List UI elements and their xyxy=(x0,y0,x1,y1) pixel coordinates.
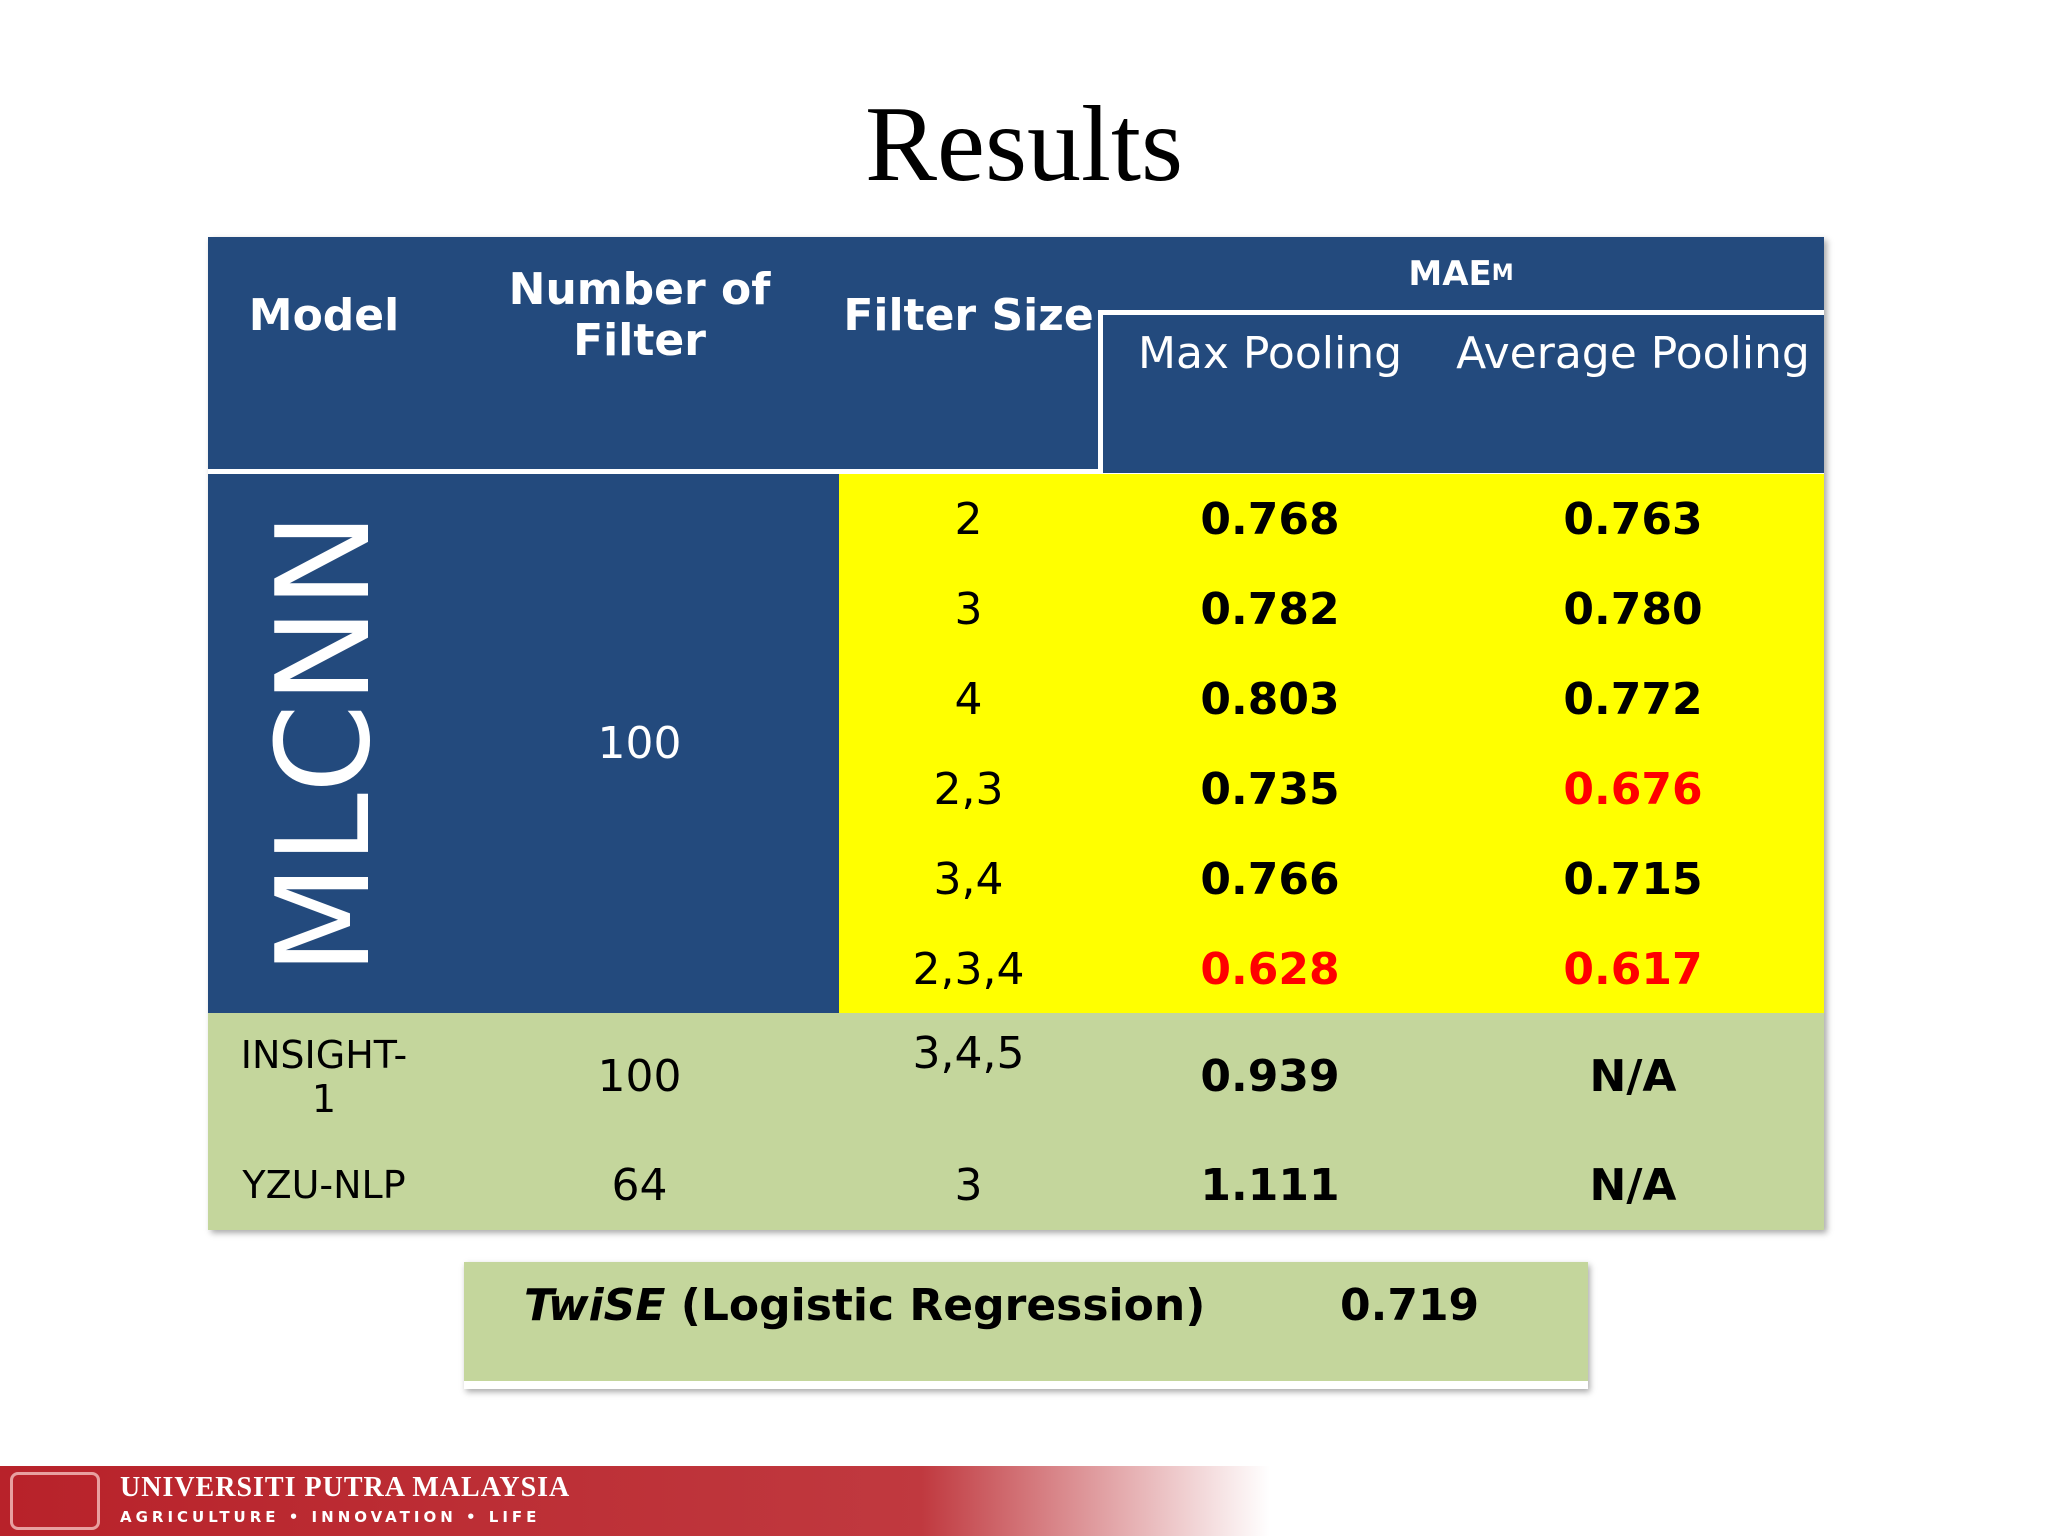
header-cell: Number of Filter xyxy=(508,264,771,366)
filter-size: 3 xyxy=(954,1159,983,1211)
filter-size: 4 xyxy=(954,673,983,725)
mae: MAE xyxy=(1408,253,1492,294)
filter-size: 2 xyxy=(954,493,983,545)
header-cell: Model xyxy=(248,289,400,341)
filter-size: 2,3,4 xyxy=(912,943,1025,995)
model: YZU-NLP xyxy=(242,1163,406,1207)
header-cell: Average Pooling xyxy=(1456,327,1810,379)
twise-label: TwiSE (Logistic Regression) xyxy=(524,1280,1205,1331)
header-cell: Max Pooling xyxy=(1137,327,1403,379)
header-cell: Filter Size xyxy=(843,289,1094,341)
max-pooling: 0.782 xyxy=(1200,583,1340,635)
avg-pooling: 0.715 xyxy=(1563,853,1703,905)
max-pooling: 0.768 xyxy=(1200,493,1340,545)
filter-size: 3,4,5 xyxy=(912,1027,1025,1079)
divider xyxy=(1098,310,1824,315)
mae-sup: M xyxy=(1491,261,1514,286)
avg-pooling: 0.617 xyxy=(1563,943,1703,995)
mlcnn-label: MLCNN xyxy=(249,512,399,975)
filter-size: 2,3 xyxy=(933,763,1004,815)
title: Results xyxy=(864,85,1184,204)
max-pooling: 0.939 xyxy=(1200,1051,1340,1102)
mlcnn-values-bg xyxy=(839,474,1824,1013)
table: Model Number of Filter Filter Size MAE M … xyxy=(208,237,1824,1230)
max-pooling: 0.735 xyxy=(1200,763,1340,815)
university: UNIVERSITI PUTRA MALAYSIA xyxy=(120,1472,571,1503)
filters: 64 xyxy=(611,1159,668,1211)
others-bg xyxy=(208,1013,1824,1230)
model: INSIGHT-1 xyxy=(240,1032,408,1121)
divider xyxy=(208,469,1099,474)
filter-size: 3 xyxy=(954,583,983,635)
twise-value: 0.719 xyxy=(1340,1280,1480,1331)
avg-pooling: N/A xyxy=(1589,1051,1677,1102)
logo xyxy=(10,1472,100,1530)
mlcnn-cell: MLCNN xyxy=(208,474,440,1013)
divider xyxy=(1098,310,1103,474)
filter-size: 3,4 xyxy=(933,853,1004,905)
mlcnn-bg xyxy=(208,474,839,1013)
max-pooling: 0.803 xyxy=(1200,673,1340,725)
mlcnn-filters: 100 xyxy=(597,718,682,769)
twise-method: (Logistic Regression) xyxy=(665,1280,1206,1331)
avg-pooling: N/A xyxy=(1589,1159,1677,1211)
avg-pooling: 0.772 xyxy=(1563,673,1703,725)
avg-pooling: 0.780 xyxy=(1563,583,1703,635)
max-pooling: 0.628 xyxy=(1200,943,1340,995)
header-bg xyxy=(208,237,1824,473)
twise-box: TwiSE (Logistic Regression) 0.719 xyxy=(464,1262,1588,1389)
header-cell: MAE M xyxy=(1098,237,1824,310)
twise-name: TwiSE xyxy=(524,1280,666,1331)
motto: AGRICULTURE • INNOVATION • LIFE xyxy=(120,1508,541,1526)
filters: 100 xyxy=(597,1051,682,1102)
avg-pooling: 0.676 xyxy=(1563,763,1703,815)
footer: UNIVERSITI PUTRA MALAYSIA AGRICULTURE • … xyxy=(0,1466,2048,1536)
max-pooling: 0.766 xyxy=(1200,853,1340,905)
max-pooling: 1.111 xyxy=(1200,1159,1340,1211)
avg-pooling: 0.763 xyxy=(1563,493,1703,545)
